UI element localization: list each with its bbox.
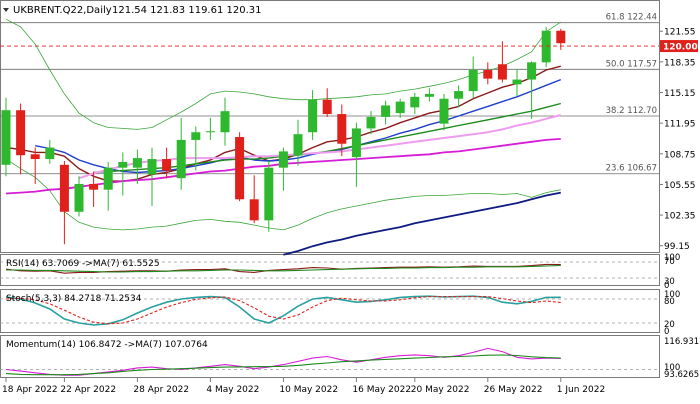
candle-body — [162, 159, 172, 171]
candle-body — [103, 167, 113, 190]
x-axis: 18 Apr 2022 22 Apr 2022 28 Apr 2022 4 May 2… — [2, 378, 605, 395]
candles — [1, 26, 566, 245]
x-tick-label: 26 May 2022 — [484, 385, 543, 395]
candle-body — [235, 137, 245, 200]
candle-body — [59, 164, 69, 212]
y-tick-label: 115.15 — [664, 89, 696, 99]
chart-symbol: UKBRENT.Q22,Daily — [13, 5, 112, 16]
candle-body — [366, 116, 376, 129]
candle-body — [512, 79, 522, 85]
candle-body — [45, 147, 55, 160]
series-ma-navy — [283, 191, 561, 256]
series-ma-pink — [78, 114, 562, 180]
candle-body — [454, 91, 464, 99]
stoch-legend: Stoch(5,3,3) 84.2718 71.2534 — [6, 294, 142, 304]
indicator-y-tick-label: 116.9317 — [664, 337, 700, 347]
last-price-label: 120.00 — [663, 43, 698, 53]
y-tick-label: 102.35 — [664, 212, 696, 222]
series-stoch-k — [5, 295, 561, 326]
indicator-y-tick-label: 20 — [664, 320, 675, 330]
momentum-panel-frame — [0, 335, 660, 378]
candle-body — [220, 111, 230, 133]
series-stoch-d — [5, 296, 561, 325]
candle-body — [176, 139, 186, 179]
indicator-y-tick-label: 0 — [664, 327, 669, 337]
candle-body — [381, 105, 391, 117]
candle-body — [249, 199, 259, 221]
candle-body — [118, 161, 128, 168]
candle-body — [1, 110, 11, 165]
series-bb-upper — [5, 18, 562, 130]
candle-body — [30, 154, 40, 160]
fib-level-label: 61.8 122.44 — [606, 13, 657, 23]
collapse-triangle-icon[interactable] — [3, 8, 9, 12]
candle-body — [468, 69, 478, 92]
last-price-tag — [660, 40, 698, 53]
candle-body — [337, 114, 347, 144]
y-tick-label: 118.35 — [664, 58, 696, 68]
fib-level-label: 50.0 117.57 — [606, 59, 657, 69]
indicator-y-tick-label: 100 — [664, 253, 680, 263]
candle-body — [16, 110, 26, 156]
candle-body — [89, 183, 99, 190]
candle-body — [541, 30, 551, 63]
x-tick-label: 1 Jun 2022 — [557, 385, 605, 395]
candle-body — [351, 128, 361, 158]
candle-body — [527, 62, 537, 80]
x-tick-label: 4 May 2022 — [206, 385, 259, 395]
y-tick-label: 99.15 — [664, 242, 690, 252]
y-tick-label: 111.95 — [664, 120, 696, 130]
momentum-legend: Momentum(14) 106.8472 ->MA(7) 107.0764 — [6, 340, 208, 350]
candle-body — [264, 167, 274, 221]
series-rsi-ma — [6, 264, 561, 273]
indicator-y-tick-label: 100 — [664, 290, 680, 300]
indicator-y-tick-label: 93.6265 — [664, 370, 699, 380]
candle-body — [497, 64, 507, 80]
candle-body — [74, 183, 84, 212]
fib-level-label: 23.6 106.67 — [606, 164, 657, 174]
candle-body — [308, 99, 318, 133]
x-tick-label: 18 Apr 2022 — [2, 385, 58, 395]
y-tick-label: 105.55 — [664, 181, 696, 191]
x-tick-label: 28 Apr 2022 — [133, 385, 189, 395]
indicator-y-tick-label: 70 — [664, 257, 675, 267]
candle-body — [424, 93, 434, 97]
x-tick-label: 16 May 2022 — [352, 385, 411, 395]
y-tick-label: 121.55 — [664, 28, 696, 38]
fib-level-label: 38.2 112.70 — [606, 106, 657, 116]
candle-body — [439, 98, 449, 124]
x-tick-label: 10 May 2022 — [279, 385, 338, 395]
price-y-axis: 121.55 118.35 115.15 111.95 108.75 105.55 102.… — [659, 28, 696, 252]
x-tick-label: 22 Apr 2022 — [60, 385, 116, 395]
series-momentum-ma — [5, 354, 561, 376]
candle-body — [191, 132, 201, 140]
bollinger-bands — [5, 18, 562, 231]
candle-body — [410, 96, 420, 108]
candle-body — [132, 158, 142, 168]
chart-ohlc: 121.54 121.83 119.61 120.31 — [112, 5, 262, 16]
candle-body — [556, 30, 566, 44]
last-price-line-group: 120.00 — [0, 40, 698, 53]
candle-body — [395, 101, 405, 114]
candle-body — [147, 159, 157, 175]
candle-body — [483, 69, 493, 79]
candle-body — [205, 131, 215, 133]
indicator-y-tick-label: 80 — [664, 297, 675, 307]
indicator-y-tick-label: 100 — [664, 363, 680, 373]
series-bb-lower — [5, 158, 561, 231]
rsi-legend: RSI(14) 63.7069 ->MA(7) 61.5525 — [6, 259, 160, 269]
candle-body — [278, 151, 288, 168]
indicator-y-tick-label: 30 — [664, 277, 675, 287]
y-tick-label: 108.75 — [664, 150, 696, 160]
indicator-y-tick-label: 0 — [664, 281, 669, 291]
candle-body — [293, 134, 303, 156]
x-tick-label: 20 May 2022 — [411, 385, 470, 395]
candle-body — [322, 99, 332, 115]
